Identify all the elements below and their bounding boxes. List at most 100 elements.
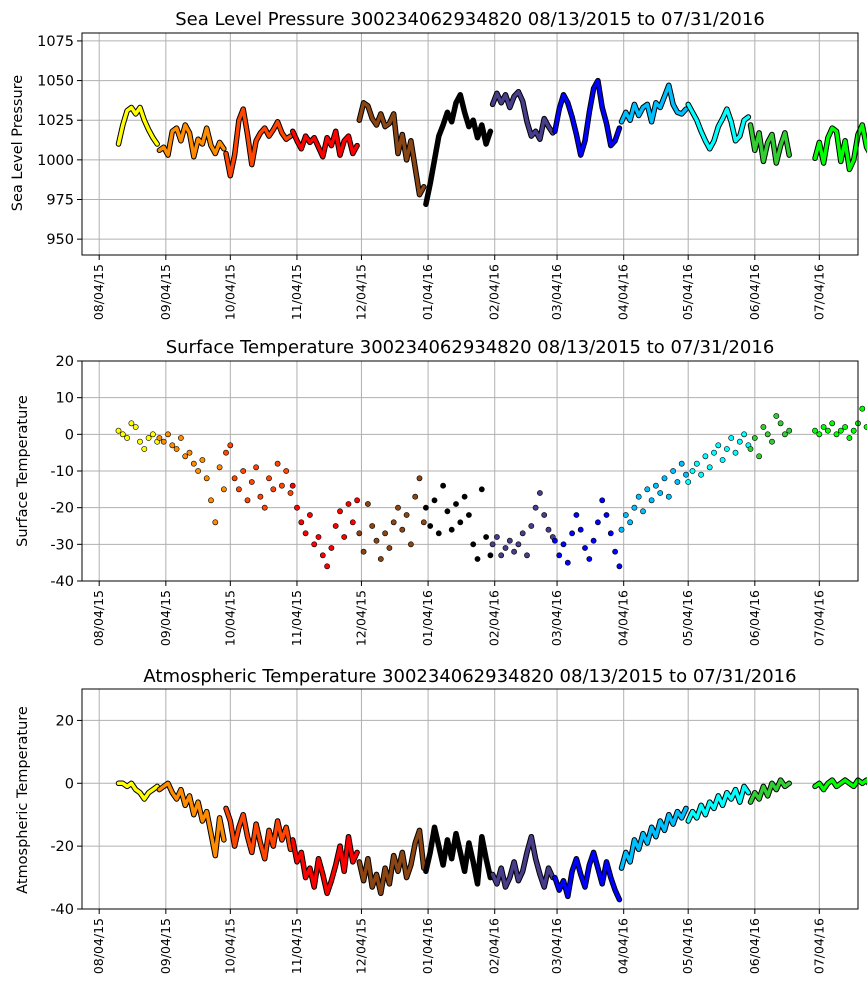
data-point-may-2016	[702, 453, 709, 460]
data-point-sep-2015	[169, 442, 176, 449]
data-point-apr-2016	[640, 508, 646, 515]
data-point-apr-2016	[622, 512, 629, 518]
data-point-jul-2016	[825, 427, 831, 434]
series-line-nov-2015	[290, 834, 359, 896]
data-point-jan-2016	[448, 526, 455, 533]
data-point-jan-2016	[422, 504, 429, 511]
x-tick-label: 10/04/15	[222, 264, 237, 320]
series-line-jul-2016	[813, 778, 867, 792]
data-point-oct-2015	[231, 475, 238, 482]
series-line-dec-2015	[357, 828, 426, 896]
data-point-dec-2015	[416, 475, 423, 482]
y-tick-label: 10	[56, 391, 74, 407]
data-point-sep-2015	[199, 457, 206, 463]
data-point-mar-2016	[590, 537, 597, 544]
y-tick-label: 0	[65, 427, 74, 443]
data-point-jan-2016	[457, 519, 464, 526]
data-point-nov-2015	[311, 541, 318, 548]
data-point-oct-2015	[274, 460, 281, 467]
data-point-feb-2016	[541, 512, 548, 518]
x-tick-label: 05/04/16	[680, 918, 695, 974]
x-tick-label: 04/04/16	[616, 264, 631, 320]
data-point-nov-2015	[289, 482, 296, 489]
data-point-oct-2015	[223, 449, 229, 456]
x-tick-label: 07/04/16	[811, 590, 826, 646]
x-tick-label: 01/04/16	[420, 918, 435, 974]
series-line-jan-2016	[424, 825, 493, 886]
series-line-mar-2016	[553, 78, 622, 157]
x-tick-label: 05/04/16	[680, 590, 695, 646]
data-point-nov-2015	[328, 545, 335, 551]
data-point-dec-2015	[364, 501, 371, 507]
data-point-jul-2016	[820, 424, 827, 430]
data-point-aug-2015	[132, 424, 139, 430]
data-point-jul-2016	[859, 405, 866, 412]
data-point-sep-2015	[195, 468, 201, 474]
data-point-mar-2016	[569, 530, 575, 537]
y-tick-label: 1050	[37, 74, 74, 90]
data-point-sep-2015	[216, 464, 223, 471]
data-point-nov-2015	[302, 530, 309, 537]
data-point-dec-2015	[412, 493, 419, 500]
data-point-mar-2016	[556, 552, 563, 559]
data-point-nov-2015	[315, 534, 322, 540]
series-line-apr-2016	[619, 83, 688, 124]
y-tick-label: -40	[50, 902, 74, 918]
data-point-may-2016	[732, 449, 739, 456]
chart-title: Atmospheric Temperature 300234062934820 …	[143, 666, 796, 687]
data-point-apr-2016	[627, 519, 633, 526]
data-point-feb-2016	[489, 541, 496, 548]
y-tick-label: 975	[46, 193, 74, 209]
data-point-dec-2015	[420, 519, 427, 526]
y-axis-label: Atmospheric Temperature	[15, 706, 31, 894]
data-point-dec-2015	[369, 523, 376, 529]
data-point-may-2016	[711, 449, 717, 456]
data-point-sep-2015	[177, 435, 184, 441]
data-point-jul-2016	[812, 427, 818, 434]
data-point-jun-2016	[764, 431, 771, 438]
series-line-may-2016	[686, 784, 751, 823]
data-point-nov-2015	[298, 519, 305, 526]
data-point-feb-2016	[519, 530, 526, 537]
data-point-jan-2016	[444, 508, 451, 515]
data-point-oct-2015	[283, 468, 290, 474]
data-point-aug-2015	[137, 438, 143, 445]
data-point-may-2016	[741, 431, 747, 438]
x-tick-label: 05/04/16	[680, 264, 695, 320]
data-point-jun-2016	[769, 438, 775, 445]
series-line-apr-2016	[619, 806, 688, 870]
data-point-aug-2015	[145, 435, 152, 441]
data-point-dec-2015	[377, 556, 384, 562]
x-tick-label: 02/04/16	[487, 264, 502, 320]
data-point-oct-2015	[244, 497, 251, 504]
data-point-jun-2016	[777, 420, 784, 427]
plot-frame	[81, 32, 859, 256]
data-point-jan-2016	[435, 530, 442, 537]
data-point-sep-2015	[212, 519, 219, 526]
data-point-oct-2015	[235, 486, 242, 493]
data-point-mar-2016	[564, 559, 571, 566]
x-tick-label: 12/04/15	[353, 590, 368, 646]
series-line-feb-2016	[490, 834, 555, 889]
data-point-apr-2016	[618, 526, 625, 533]
surface-temperature-panel: Surface Temperature 300234062934820 08/1…	[15, 337, 867, 646]
data-point-dec-2015	[407, 541, 414, 548]
data-point-jan-2016	[474, 556, 481, 562]
y-tick-label: 950	[46, 232, 74, 248]
data-point-jul-2016	[837, 427, 844, 434]
data-point-may-2016	[698, 471, 704, 478]
x-tick-label: 06/04/16	[747, 264, 762, 320]
data-point-nov-2015	[345, 501, 352, 507]
data-point-aug-2015	[124, 435, 130, 441]
x-tick-label: 04/04/16	[616, 918, 631, 974]
x-tick-label: 03/04/16	[549, 918, 564, 974]
x-tick-label: 08/04/15	[91, 264, 106, 320]
x-tick-label: 10/04/15	[222, 590, 237, 646]
data-point-may-2016	[693, 460, 700, 467]
data-point-may-2016	[715, 442, 722, 449]
data-point-oct-2015	[240, 468, 247, 474]
data-point-apr-2016	[670, 468, 676, 474]
data-point-jun-2016	[747, 446, 754, 452]
data-point-aug-2015	[141, 446, 148, 452]
